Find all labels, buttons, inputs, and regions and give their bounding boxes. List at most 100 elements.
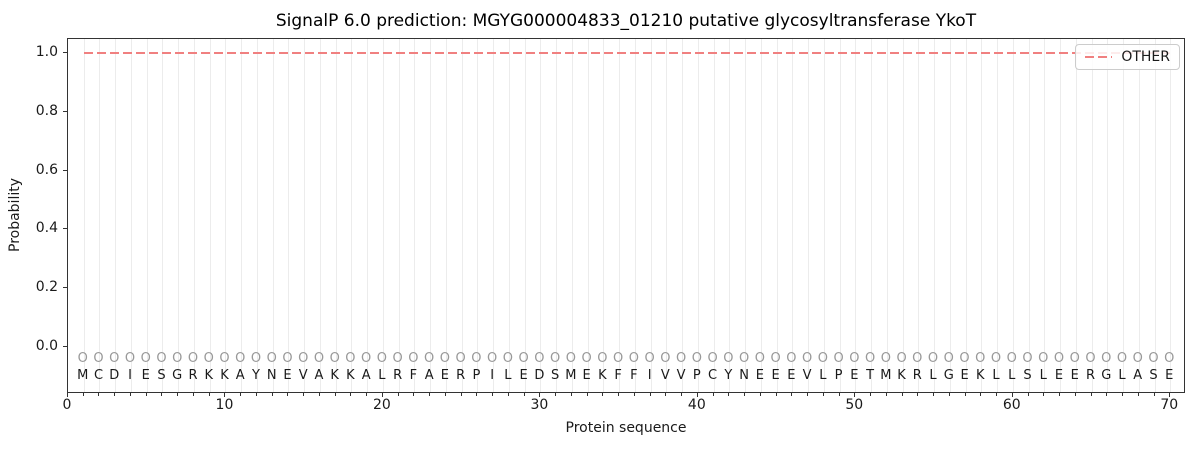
sequence-letter: D [534,368,545,383]
sequence-letter: P [472,368,481,383]
sequence-letter: M [880,368,892,383]
sequence-letter: C [93,368,104,383]
x-tick-minor [334,393,336,396]
x-tick-label: 60 [1002,397,1021,413]
sequence-letter: G [172,368,183,383]
x-tick-minor [1059,393,1061,396]
y-tick-label: 0.8 [35,102,58,119]
sequence-letter: V [802,368,812,383]
x-gridline [556,39,558,392]
position-label-marker: O [156,351,167,366]
x-gridline [745,39,747,392]
x-tick-minor [917,393,919,396]
position-label-marker: O [235,351,246,366]
x-gridline [335,39,337,392]
sequence-letter: A [1133,368,1143,383]
sequence-letter: E [440,368,450,383]
x-tick-major [224,393,226,397]
x-gridline [587,39,589,392]
sequence-letter: E [1054,368,1064,383]
x-tick-minor [791,393,793,396]
x-tick-minor [744,393,746,396]
x-gridline [839,39,841,392]
sequence-letter: F [630,368,638,383]
x-tick-minor [429,393,431,396]
x-tick-minor [1137,393,1139,396]
position-label-marker: O [361,351,372,366]
sequence-letter: E [960,368,969,383]
x-tick-major [1169,393,1171,397]
x-gridline [1012,39,1014,392]
x-tick-minor [476,393,478,396]
x-gridline [619,39,621,392]
sequence-letter: E [283,368,292,383]
sequence-letter: V [298,368,308,383]
x-tick-minor [665,393,667,396]
position-label-marker: O [502,351,514,366]
y-axis-label: Probability [7,177,23,253]
x-gridline [209,39,211,392]
x-gridline [146,39,148,392]
y-tick-label: 1.0 [35,44,58,60]
x-tick-minor [996,393,998,396]
x-gridline [1170,39,1172,392]
x-gridline [1075,39,1077,392]
x-tick-minor [1043,393,1045,396]
x-tick-minor [255,393,257,396]
x-tick-minor [870,393,872,396]
sequence-letter: E [787,368,796,383]
position-label-marker: O [250,351,262,366]
sequence-letter: R [912,368,922,383]
sequence-letter: S [1023,368,1032,383]
sequence-letter: E [755,368,764,383]
x-tick-minor [649,393,651,396]
y-tick [63,52,67,53]
chart-title: SignalP 6.0 prediction: MGYG000004833_01… [275,11,977,31]
x-gridline [571,39,573,392]
sequence-letter: L [378,368,386,383]
x-tick-minor [759,393,761,396]
position-label-marker: O [1085,351,1096,366]
sequence-letter: K [976,368,985,383]
sequence-letter: A [235,368,245,383]
x-gridline [304,39,306,392]
x-tick-minor [98,393,100,396]
sequence-letter: G [943,368,954,383]
x-tick-minor [177,393,179,396]
position-label-marker: O [93,351,104,366]
position-label-marker: O [187,351,199,366]
x-gridline [351,39,353,392]
sequence-letter: V [660,368,670,383]
position-label-marker: O [424,351,435,366]
x-gridline [319,39,321,392]
x-tick-minor [523,393,525,396]
x-gridline [178,39,180,392]
x-tick-minor [728,393,730,396]
sequence-letter: C [708,368,718,383]
sequence-letter: F [409,368,418,383]
x-tick-minor [618,393,620,396]
position-label-marker: O [329,351,340,366]
position-label-marker: O [172,351,183,366]
sequence-letter: N [266,368,277,383]
x-tick-minor [366,393,368,396]
x-gridline [760,39,762,392]
position-label-marker: O [1069,351,1080,366]
sequence-letter: G [1101,368,1112,383]
x-gridline [792,39,794,392]
x-tick-major [1011,393,1013,397]
sequence-letter: E [582,368,591,383]
sequence-letter: E [850,368,859,383]
position-label-marker: O [534,351,545,366]
x-tick-minor [318,393,320,396]
x-gridline [524,39,526,392]
x-tick-label: 10 [215,397,234,413]
position-label-marker: O [455,351,466,366]
sequence-letter: R [456,368,466,383]
x-tick-minor [287,393,289,396]
position-label-marker: O [203,351,214,366]
y-tick [63,110,67,112]
x-gridline [398,39,400,392]
x-tick-minor [681,393,683,396]
